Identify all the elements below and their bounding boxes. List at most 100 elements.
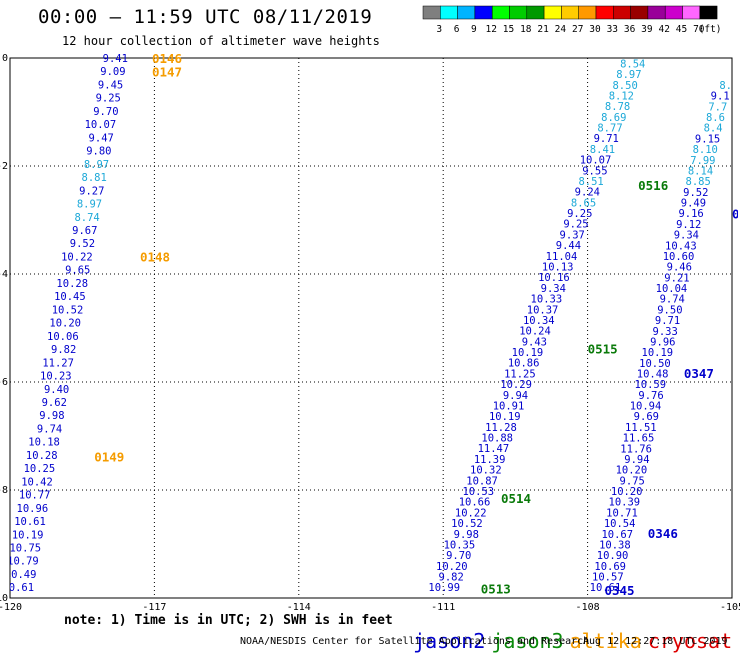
wave-height-value: 10.61 — [14, 516, 46, 528]
pass-time-label: 0515 — [588, 342, 618, 357]
colorbar-label: 12 — [485, 24, 496, 35]
wave-height-value: 10.25 — [24, 463, 56, 475]
wave-height-value: 10.16 — [538, 272, 570, 284]
wave-height-value: 9.71 — [594, 133, 619, 145]
x-tick-label: -105 — [720, 602, 740, 612]
wave-height-value: 10.07 — [85, 119, 117, 131]
legend-cryosat: cryosat — [647, 629, 733, 653]
wave-height-value: 10.43 — [665, 240, 697, 252]
wave-height-value: 9.96 — [650, 336, 675, 348]
wave-height-value: 8.51 — [578, 176, 603, 188]
wave-height-value: 10.71 — [606, 507, 638, 519]
wave-height-value: 10.79 — [7, 556, 39, 568]
x-tick-label: -111 — [431, 602, 455, 612]
wave-height-value: 10.54 — [604, 518, 636, 530]
pass-time-label: 0 — [732, 207, 740, 222]
x-tick-label: -114 — [287, 602, 311, 612]
wave-height-value: 10.04 — [656, 283, 688, 295]
x-tick-label: -120 — [0, 602, 22, 612]
wave-height-value: 8.10 — [693, 144, 718, 156]
wave-height-value: 10.60 — [663, 251, 695, 263]
wave-height-value: 10.29 — [500, 379, 532, 391]
wave-height-value: 10.19 — [642, 347, 674, 359]
wave-height-value: 9.74 — [37, 423, 62, 435]
wave-height-value: 9.25 — [96, 93, 121, 105]
wave-height-value: 10.90 — [597, 550, 629, 562]
wave-height-value: 9.34 — [674, 230, 699, 242]
x-tick-label: -108 — [576, 602, 600, 612]
legend-altika: altika — [569, 629, 642, 653]
wave-height-value: 10.38 — [599, 539, 631, 551]
wave-height-value: 9.65 — [65, 265, 90, 277]
wave-height-value: 11.76 — [620, 443, 652, 455]
legend-jason3: jason3 — [491, 629, 564, 653]
wave-height-value: 10.96 — [17, 503, 49, 515]
wave-height-value: 9.94 — [503, 390, 528, 402]
wave-height-value: 10.19 — [512, 347, 544, 359]
wave-height-value: 10.28 — [56, 278, 88, 290]
wave-height-value: 9.43 — [522, 336, 547, 348]
wave-height-value: 9.82 — [51, 344, 76, 356]
wave-height-value: 11.27 — [42, 357, 74, 369]
y-tick-label: -6 — [0, 377, 8, 388]
colorbar-label: 33 — [607, 24, 618, 35]
colorbar-swatch — [699, 5, 718, 20]
wave-height-value: 10.20 — [616, 465, 648, 477]
wave-height-value: 11.25 — [504, 368, 536, 380]
wave-height-value: 9.75 — [620, 475, 645, 487]
wave-height-value: 10.53 — [462, 486, 494, 498]
y-tick-label: -10 — [0, 593, 8, 604]
color-scale-bar: 3 6 9 12 15 18 21 24 27 30 33 36 39 42 45 70(ft) — [422, 5, 722, 35]
wave-height-value: 8.81 — [82, 172, 107, 184]
wave-height-value: 10.35 — [444, 539, 476, 551]
wave-height-value: 10.75 — [9, 543, 41, 555]
footnote: note: 1) Time is in UTC; 2) SWH is in fe… — [64, 613, 393, 628]
legend-jason2: jason2 — [413, 629, 486, 653]
wave-height-value: 10.28 — [26, 450, 58, 462]
wave-height-value: 9.24 — [575, 187, 600, 199]
wave-height-value: 10.06 — [47, 331, 79, 343]
wave-height-value: 8.4 — [704, 123, 723, 135]
wave-height-plot: -120 -117 -114 -111 -108 -105 0 -2 -4 -6 -8 -10 9.41… — [0, 51, 740, 612]
wave-height-value: 9.80 — [86, 146, 111, 158]
colorbar-label: 24 — [555, 24, 567, 35]
y-tick-label: 0 — [2, 53, 8, 64]
wave-height-value: 8.50 — [612, 80, 637, 92]
credit-line: NOAA/NESDIS Center for Satellite Applica… — [240, 636, 590, 647]
wave-height-value: 9.33 — [653, 326, 678, 338]
wave-height-value: 9.98 — [39, 410, 64, 422]
wave-height-value: 10.45 — [54, 291, 86, 303]
wave-height-value: 10.77 — [19, 490, 51, 502]
wave-height-value: 9.21 — [664, 272, 689, 284]
wave-height-value: 8. — [719, 80, 732, 92]
wave-height-value: 10.18 — [28, 437, 60, 449]
wave-height-value: 8.97 — [84, 159, 109, 171]
wave-height-value: 9.74 — [660, 294, 685, 306]
wave-height-value: 8.74 — [74, 212, 99, 224]
wave-height-value: 9.70 — [446, 550, 471, 562]
wave-height-value: 9.49 — [681, 198, 706, 210]
wave-height-value: 10.87 — [466, 475, 498, 487]
colorbar-label: 39 — [641, 24, 653, 35]
y-tick-label: -2 — [0, 161, 8, 172]
wave-height-value: 10.49 — [5, 569, 37, 581]
colorbar-label: 6 — [454, 24, 460, 35]
wave-height-value: 10.13 — [542, 262, 574, 274]
wave-height-value: 11.39 — [474, 454, 506, 466]
pass-time-label: 0514 — [501, 491, 531, 506]
colorbar-label: 36 — [624, 24, 636, 35]
wave-height-value: 8.97 — [616, 69, 641, 81]
wave-height-value: 9.50 — [657, 304, 682, 316]
wave-height-value: 10.94 — [630, 401, 662, 413]
wave-height-value: 9.98 — [454, 529, 479, 541]
wave-height-value: 9.55 — [582, 165, 607, 177]
wave-height-value: 10.20 — [49, 318, 81, 330]
wave-height-value: 10.32 — [470, 465, 502, 477]
wave-height-value: 7.99 — [690, 155, 715, 167]
pass-time-label: 0516 — [638, 178, 668, 193]
wave-height-value: 10.22 — [455, 507, 487, 519]
wave-height-value: 10.37 — [527, 304, 559, 316]
wave-height-value: 9.12 — [676, 219, 701, 231]
wave-height-value: 9.40 — [44, 384, 69, 396]
